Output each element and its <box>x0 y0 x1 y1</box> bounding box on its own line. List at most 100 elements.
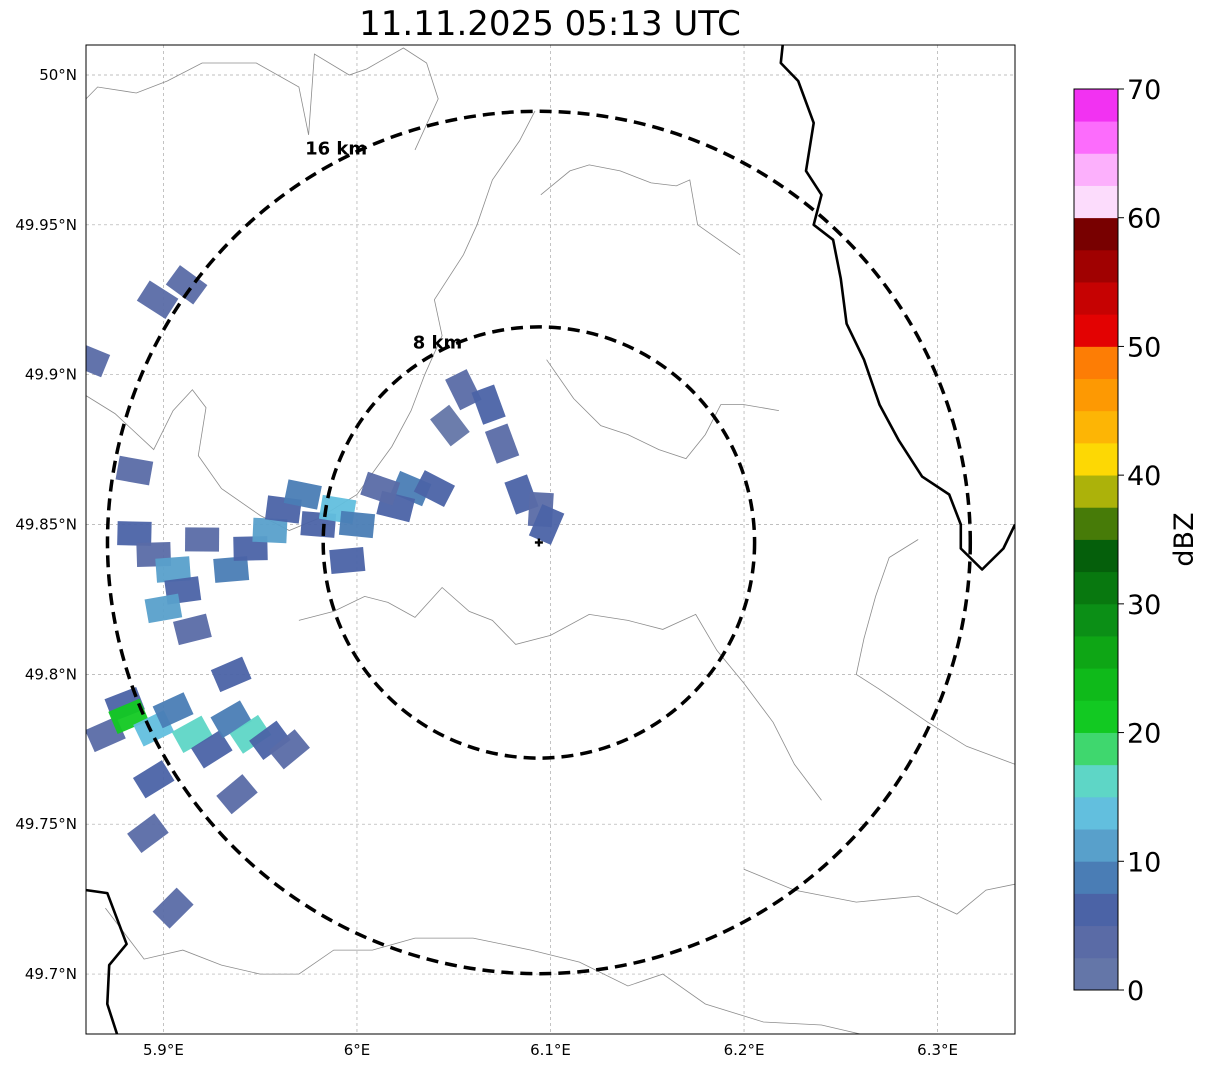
colorbar-segment <box>1074 700 1118 733</box>
colorbar-segment <box>1074 957 1118 991</box>
lat-tick-label: 49.9°N <box>25 366 77 384</box>
echo-cell <box>268 729 310 770</box>
colorbar-tick-label: 0 <box>1127 976 1144 1007</box>
echo-cell <box>471 384 506 425</box>
admin-boundary-line <box>86 47 439 151</box>
admin-boundary-line <box>540 164 741 256</box>
colorbar-segment <box>1074 539 1118 573</box>
colorbar-segment <box>1074 442 1118 476</box>
echo-cell <box>115 455 154 486</box>
echo-cell <box>210 656 252 693</box>
echo-cell <box>210 700 252 739</box>
colorbar-tick-label: 20 <box>1127 719 1161 750</box>
country-borders <box>86 45 1015 1034</box>
colorbar-segment <box>1074 764 1118 798</box>
axis-ticks: 5.9°E 6°E 6.1°E 6.2°E 6.3°E 49.7°N 49.75°N 49.8… <box>15 66 958 1059</box>
colorbar-segment <box>1074 829 1118 862</box>
echo-cell <box>229 714 272 754</box>
colorbar-segment <box>1074 861 1118 894</box>
colorbar-segment <box>1074 121 1118 154</box>
radar-site <box>534 538 543 547</box>
echo-cell <box>117 521 152 546</box>
echo-cell <box>283 479 322 510</box>
colorbar-segment <box>1074 475 1118 508</box>
colorbar-tick-label: 30 <box>1127 590 1161 621</box>
echo-cell <box>528 504 565 545</box>
colorbar-segment <box>1074 571 1118 605</box>
echo-cell <box>338 510 376 539</box>
colorbar-segment <box>1074 314 1118 347</box>
range-ring <box>105 109 973 976</box>
colorbar-segment <box>1074 893 1118 927</box>
echo-cell <box>329 546 366 575</box>
echo-cell <box>144 593 183 624</box>
lat-tick-label: 49.85°N <box>15 516 77 534</box>
echo-cell <box>233 536 268 561</box>
echo-cell <box>249 720 291 761</box>
colorbar-segment <box>1074 410 1118 444</box>
colorbar-frame <box>1073 88 1119 991</box>
echo-cell <box>127 813 169 853</box>
range-rings: 8 km 16 km <box>105 109 973 976</box>
reflectivity-echoes <box>86 265 565 929</box>
colorbar-segment <box>1074 185 1118 219</box>
echo-cell <box>152 692 194 729</box>
colorbar-segment <box>1074 668 1118 701</box>
lon-tick-label: 6°E <box>344 1041 371 1059</box>
echo-cell <box>184 527 220 552</box>
colorbar-tick-label: 50 <box>1127 332 1161 363</box>
echo-cell <box>172 613 212 646</box>
range-ring-label: 16 km <box>305 138 367 159</box>
echo-cell <box>252 517 288 544</box>
range-ring-label: 8 km <box>413 332 463 353</box>
admin-boundary-line <box>546 359 779 460</box>
country-border-line <box>86 888 128 1034</box>
colorbar-segment <box>1074 732 1118 766</box>
echo-cell <box>132 760 175 799</box>
admin-boundary-line <box>298 586 822 801</box>
map-frame <box>85 44 1016 1035</box>
lat-tick-label: 50°N <box>39 66 77 84</box>
echo-cell <box>216 774 258 815</box>
colorbar-segment <box>1074 507 1118 540</box>
lat-tick-label: 49.8°N <box>25 665 77 683</box>
echo-cell <box>136 280 179 319</box>
echo-cell <box>213 556 250 583</box>
echo-cell <box>360 471 401 506</box>
colorbar-segment <box>1074 636 1118 669</box>
colorbar-tick-label: 60 <box>1127 204 1161 235</box>
map-title: 11.11.2025 05:13 UTC <box>359 4 741 44</box>
echo-cell <box>445 369 482 411</box>
lon-tick-label: 6.1°E <box>530 1041 571 1059</box>
colorbar-tick-label: 10 <box>1127 847 1161 878</box>
colorbar-segment <box>1074 89 1118 122</box>
lat-tick-label: 49.75°N <box>15 815 77 833</box>
echo-cell <box>171 715 214 754</box>
lat-tick-label: 49.95°N <box>15 216 77 234</box>
country-border-line <box>779 45 1015 571</box>
colorbar-segment <box>1074 153 1118 186</box>
colorbar: 0 10 20 30 40 50 60 70 dBZ <box>1073 75 1200 1007</box>
colorbar-tick-label: 40 <box>1127 461 1161 492</box>
colorbar-segment <box>1074 217 1118 251</box>
echo-cell <box>86 342 111 378</box>
lon-tick-label: 5.9°E <box>143 1041 184 1059</box>
colorbar-tick-label: 70 <box>1127 75 1161 106</box>
echo-cell <box>191 730 233 769</box>
echo-cell <box>430 404 470 447</box>
echo-cell <box>484 423 520 464</box>
echo-cell <box>152 887 194 929</box>
colorbar-segment <box>1074 249 1118 283</box>
lon-tick-label: 6.2°E <box>724 1041 765 1059</box>
admin-boundary-line <box>105 907 861 1034</box>
range-ring <box>321 325 757 760</box>
colorbar-segment <box>1074 346 1118 380</box>
colorbar-segment <box>1074 603 1118 637</box>
echo-cell <box>155 556 191 583</box>
colorbar-segment <box>1074 925 1118 959</box>
lat-tick-label: 49.7°N <box>25 965 77 983</box>
colorbar-segment <box>1074 282 1118 315</box>
colorbar-segment <box>1074 378 1118 412</box>
echo-cell <box>413 470 456 508</box>
